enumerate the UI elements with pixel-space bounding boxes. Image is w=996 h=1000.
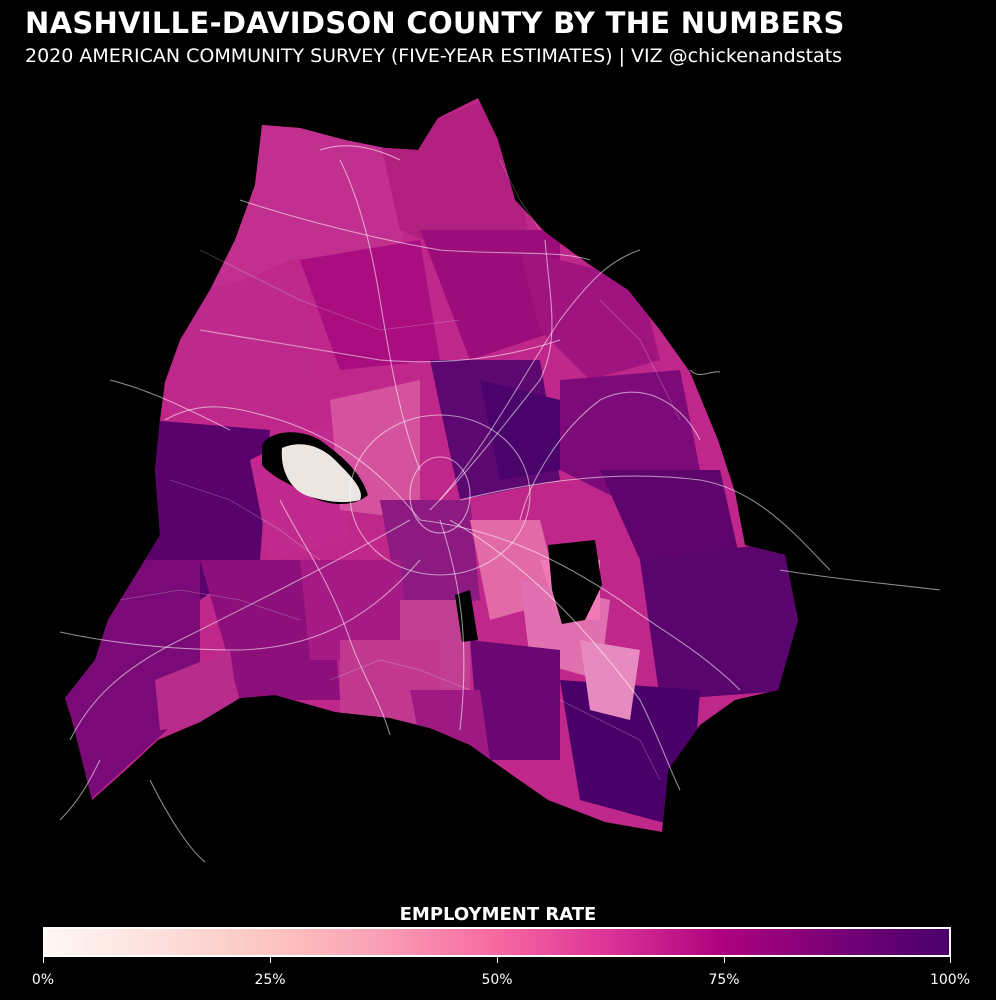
colorbar xyxy=(43,927,951,957)
legend-title: EMPLOYMENT RATE xyxy=(399,904,597,925)
colorbar-tick-label: 100% xyxy=(929,972,971,988)
county-area xyxy=(65,98,798,832)
colorbar-tick xyxy=(270,957,271,963)
colorbar-tick xyxy=(724,957,725,963)
road-network xyxy=(59,145,941,863)
colorbar-tick xyxy=(950,957,951,963)
colorbar-tick-label: 50% xyxy=(481,972,513,988)
choropleth-map xyxy=(59,98,941,863)
colorbar-tick-label: 75% xyxy=(708,972,740,988)
colorbar-tick-label: 0% xyxy=(31,972,55,988)
road-network-minor xyxy=(119,159,681,781)
map-title: NASHVILLE-DAVIDSON COUNTY BY THE NUMBERS xyxy=(25,6,845,40)
colorbar-tick xyxy=(43,957,44,963)
colorbar-tick-label: 25% xyxy=(254,972,286,988)
map-subtitle: 2020 AMERICAN COMMUNITY SURVEY (FIVE-YEA… xyxy=(25,45,843,67)
colorbar-tick xyxy=(497,957,498,963)
